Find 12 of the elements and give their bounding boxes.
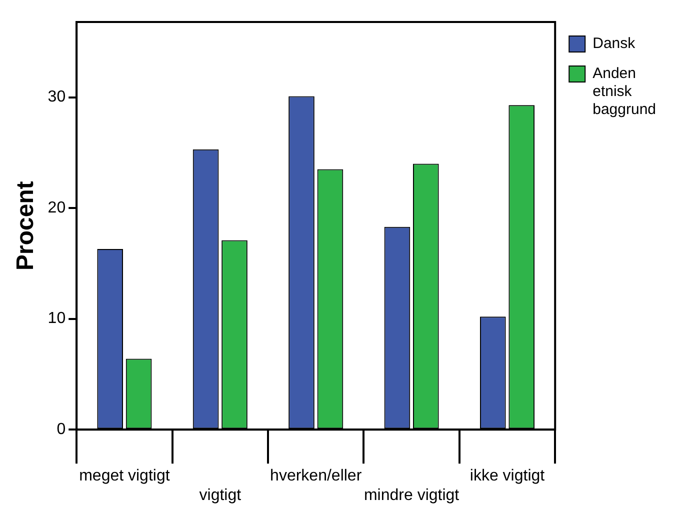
x-tick-label: meget vigtigt (79, 468, 170, 485)
y-axis-title: Procent (12, 181, 40, 270)
y-tick-label: 20 (48, 199, 66, 216)
x-tick-label: vigtigt (199, 486, 242, 504)
y-tick-label: 30 (48, 88, 66, 106)
legend-label: Anden etnisk baggrund (592, 65, 656, 118)
x-tick-label: hverken/eller (270, 468, 362, 485)
y-tick-label: 10 (48, 310, 66, 328)
x-tick-label: mindre vigtigt (364, 486, 460, 504)
x-tick-label: ikke vigtigt (470, 468, 546, 485)
y-tick-label: 0 (56, 421, 66, 438)
legend-label: Dansk (592, 35, 636, 52)
